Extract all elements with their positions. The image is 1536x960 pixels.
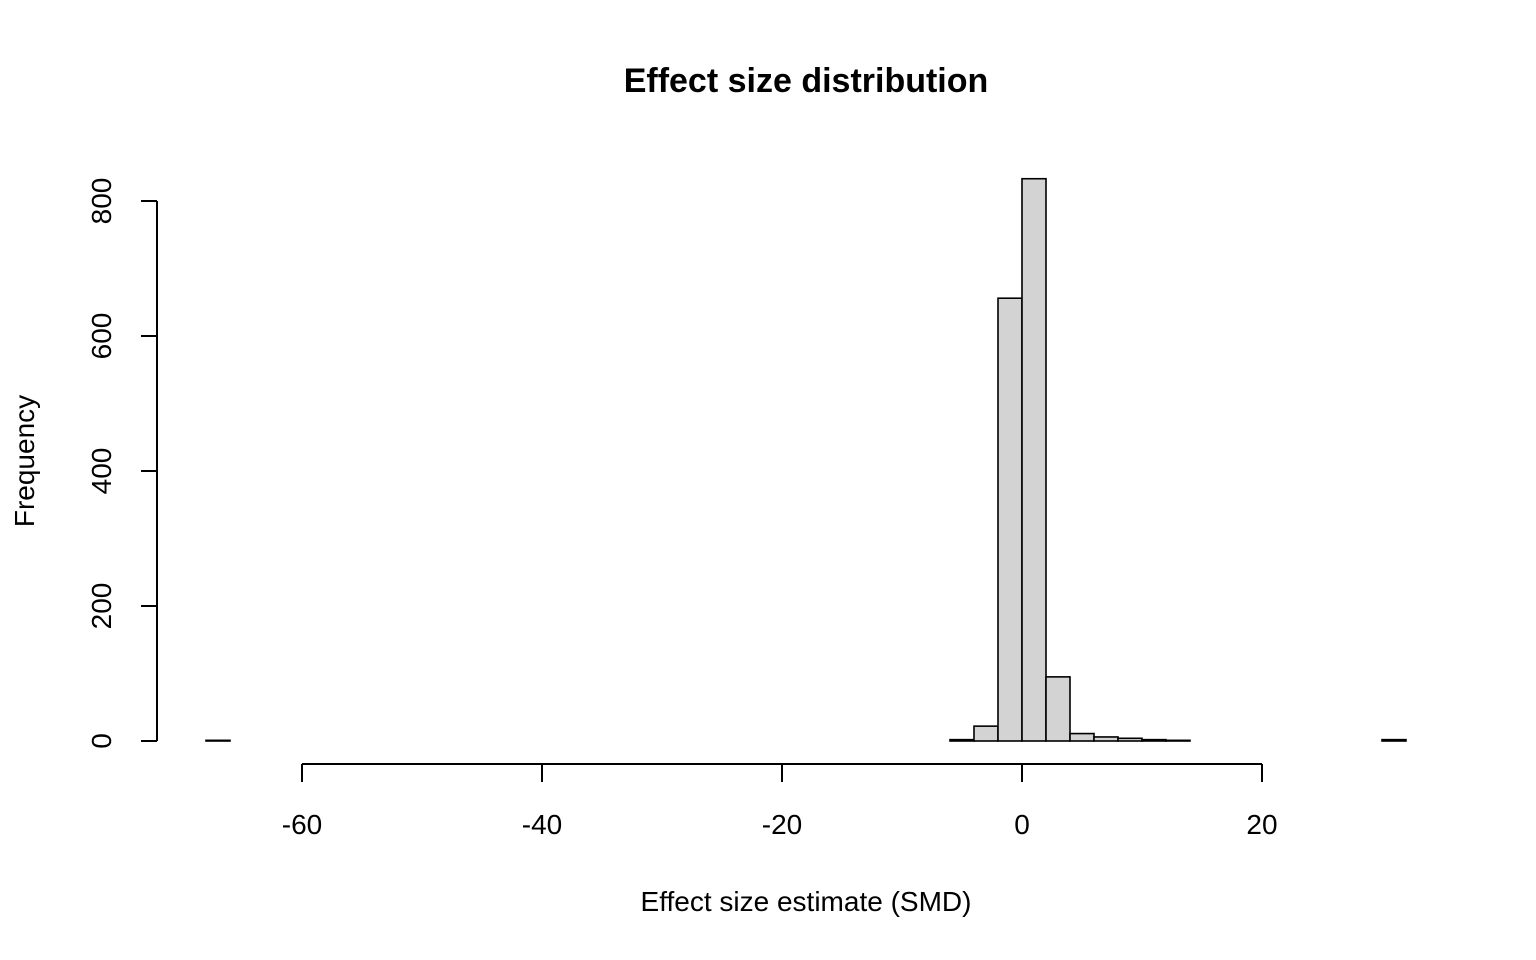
x-tick-label-20: 20 bbox=[1246, 809, 1277, 840]
chart-title: Effect size distribution bbox=[624, 62, 989, 100]
x-tick-label--60: -60 bbox=[282, 809, 322, 840]
x-tick-label-0: 0 bbox=[1014, 809, 1030, 840]
histogram-bar-40 bbox=[1165, 739, 1191, 742]
y-axis-label: Frequency bbox=[9, 395, 40, 527]
histogram-bars bbox=[205, 177, 1407, 742]
histogram-bar-36 bbox=[1069, 732, 1095, 742]
histogram-bar-49 bbox=[1381, 738, 1407, 742]
histogram-bar-31 bbox=[949, 738, 975, 742]
histogram-bar-39 bbox=[1141, 738, 1167, 742]
y-tick-label-200: 200 bbox=[86, 583, 117, 630]
y-axis: 0 200 400 600 800 bbox=[86, 178, 158, 749]
x-axis-label: Effect size estimate (SMD) bbox=[641, 886, 972, 917]
histogram-bar-33 bbox=[997, 297, 1023, 742]
histogram-bar-0 bbox=[205, 739, 231, 742]
histogram-bar-34 bbox=[1021, 177, 1047, 742]
y-tick-label-0: 0 bbox=[86, 733, 117, 749]
histogram-bar-32 bbox=[973, 725, 999, 742]
histogram-bar-37 bbox=[1093, 736, 1119, 742]
y-tick-label-400: 400 bbox=[86, 448, 117, 495]
y-tick-label-800: 800 bbox=[86, 178, 117, 225]
y-tick-label-600: 600 bbox=[86, 313, 117, 360]
x-tick-label--40: -40 bbox=[522, 809, 562, 840]
x-tick-label--20: -20 bbox=[762, 809, 802, 840]
histogram-bar-38 bbox=[1117, 737, 1143, 742]
x-axis: -60 -40 -20 0 20 bbox=[282, 763, 1278, 840]
histogram-bar-35 bbox=[1045, 676, 1071, 742]
